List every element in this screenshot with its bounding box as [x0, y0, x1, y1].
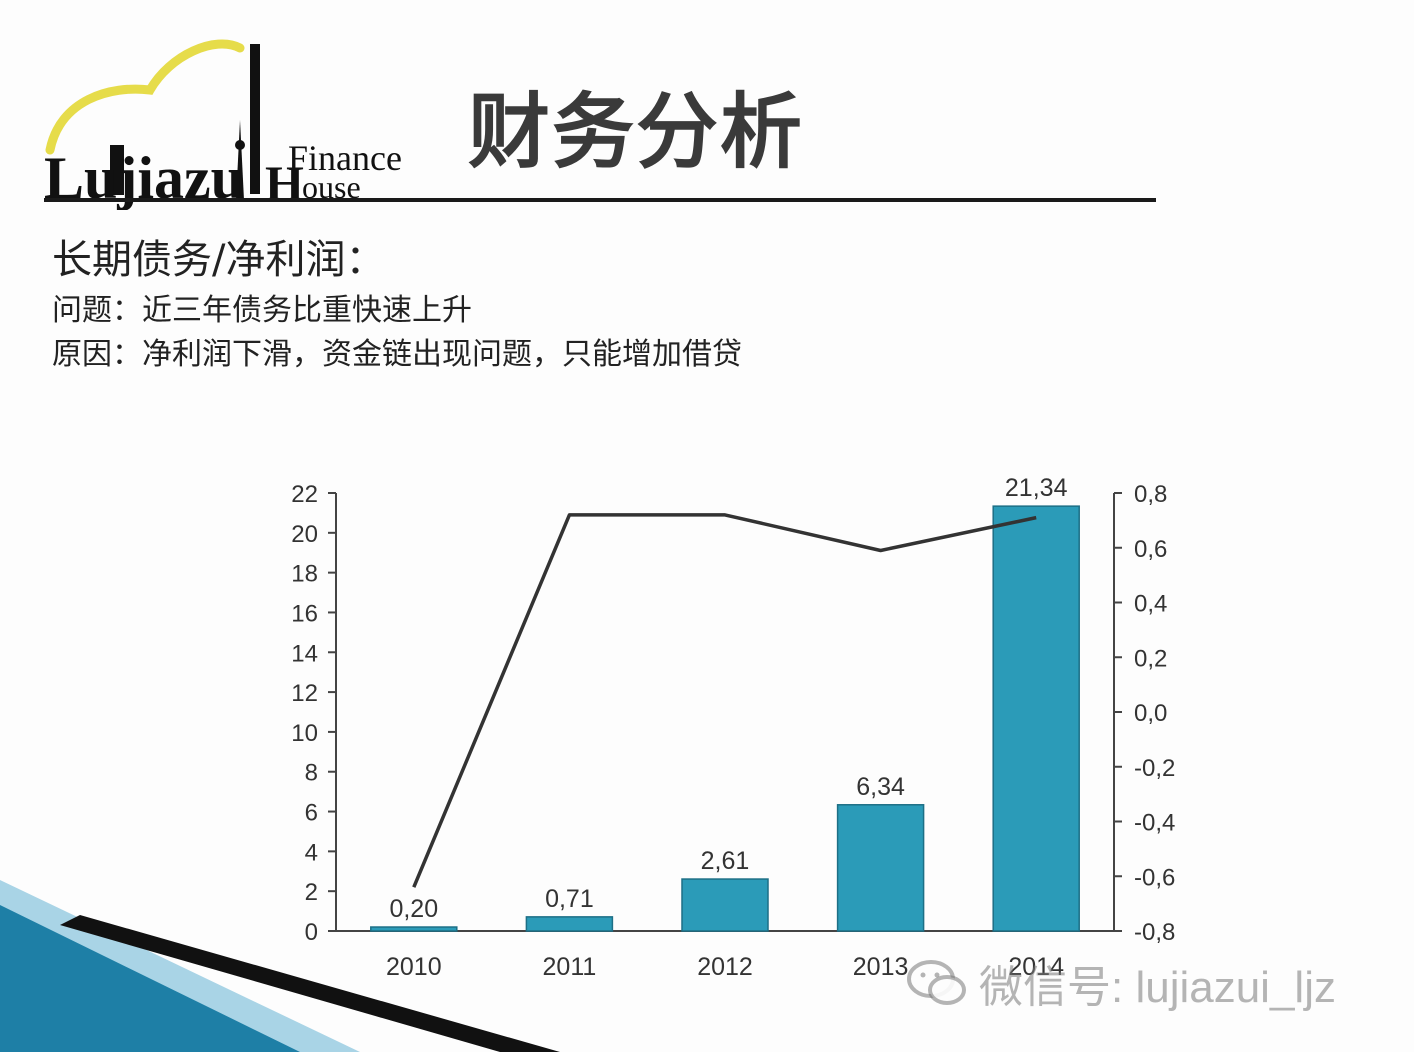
chart-bars [370, 505, 1080, 932]
bar [370, 926, 458, 932]
logo-tower [250, 44, 260, 194]
y-right-tick-label: -0,6 [1134, 864, 1175, 891]
bar [992, 505, 1080, 932]
decorative-corner [0, 880, 560, 1052]
corner-dark-stripe [60, 915, 560, 1052]
bar [681, 878, 769, 932]
logo-spire [236, 120, 244, 200]
chart-line [412, 513, 1037, 888]
wechat-icon [907, 960, 966, 1005]
bar-data-label: 21,34 [1005, 474, 1068, 502]
x-tick-label: 2010 [386, 953, 442, 981]
bar [525, 916, 614, 932]
y-left-tick-label: 14 [291, 640, 318, 667]
bar-data-label: 0,71 [545, 885, 594, 913]
logo-finance-text: Finance [288, 138, 402, 178]
y-right-tick-label: -0,4 [1134, 810, 1175, 837]
y-left-tick-label: 22 [291, 481, 318, 508]
x-tick-label: 2014 [1008, 953, 1064, 981]
x-tick-label: 2012 [697, 953, 753, 981]
section-heading: 长期债务/净利润： [52, 237, 386, 283]
y-right-tick-label: 0,0 [1134, 700, 1167, 727]
y-right-tick-label: 0,8 [1134, 481, 1167, 508]
y-left-tick-label: 6 [305, 800, 318, 827]
y-left-tick-label: 20 [291, 521, 318, 548]
y-left-tick-label: 12 [291, 680, 318, 707]
x-tick-label: 2013 [853, 953, 909, 981]
y-left-tick-label: 0 [305, 919, 318, 946]
logo-sun-arc [45, 39, 245, 155]
x-tick-label: 2011 [543, 953, 597, 981]
y-left-tick-label: 8 [305, 760, 318, 787]
y-right-tick-label: 0,2 [1134, 645, 1167, 672]
y-left-tick-label: 10 [291, 720, 318, 747]
logo-building [110, 145, 124, 195]
ratio-line [412, 513, 1037, 888]
watermark: 微信号: lujiazui_ljz [905, 955, 1336, 1012]
y-left-tick-label: 2 [305, 879, 318, 906]
slide-title: 财务分析 [468, 85, 805, 180]
bar-data-label: 6,34 [856, 773, 905, 801]
logo-pearl [235, 140, 245, 150]
bar-data-label: 2,61 [701, 847, 750, 875]
chart-labels: 0,20 0,71 2,61 6,34 21,34 [389, 474, 1067, 923]
y-right-tick-label: -0,2 [1134, 755, 1175, 782]
y-left-tick-label: 18 [291, 561, 318, 588]
y-left-tick-label: 16 [291, 600, 318, 627]
chart-axes: 0 2 4 6 8 10 12 14 16 18 20 22 -0,8 -0,6 -0,4 -0,2 0,0 0,… [291, 481, 1175, 981]
bar-data-label: 0,20 [389, 895, 438, 923]
problem-text: 问题：近三年债务比重快速上升 [52, 293, 472, 328]
y-right-tick-label: -0,8 [1134, 919, 1175, 946]
watermark-text: 微信号: lujiazui_ljz [979, 963, 1336, 1012]
y-left-tick-label: 4 [305, 839, 318, 866]
corner-blue-stripe [0, 905, 300, 1052]
cause-text: 原因：净利润下滑，资金链出现问题，只能增加借贷 [52, 337, 742, 372]
y-right-tick-label: 0,4 [1134, 591, 1167, 618]
bar [836, 804, 925, 932]
y-right-tick-label: 0,6 [1134, 536, 1167, 563]
title-divider [44, 198, 1156, 202]
